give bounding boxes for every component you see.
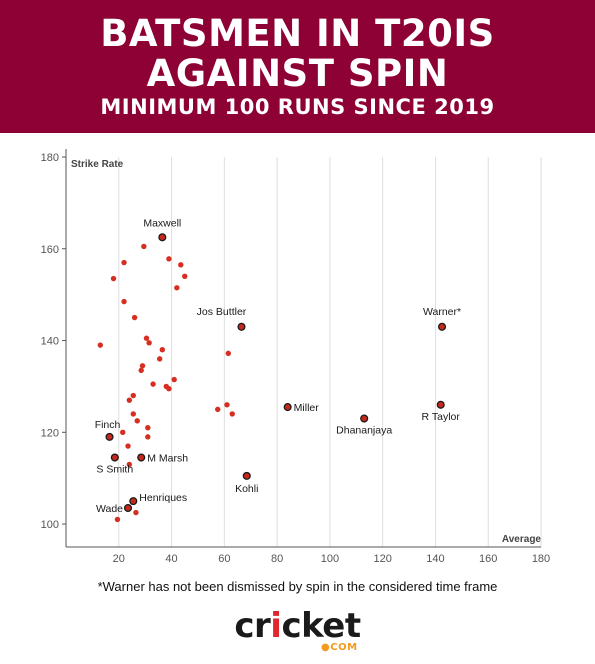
data-point-r-taylor xyxy=(436,400,445,409)
data-point-45 xyxy=(133,509,139,516)
axes xyxy=(62,149,541,548)
point-label-dhananjaya: Dhananjaya xyxy=(336,425,392,437)
point-label-jos-buttler: Jos Buttler xyxy=(197,306,247,318)
data-point-40 xyxy=(145,425,151,431)
data-point-21 xyxy=(143,335,150,341)
scatter-chart: 20 40 60 80 100 120 140 160 180 100 120 140 160 180 M… xyxy=(41,149,551,565)
point-label-wade: Wade xyxy=(96,503,123,515)
data-point-19 xyxy=(121,298,127,305)
logo-text-post: cket xyxy=(281,606,361,646)
data-point-15 xyxy=(178,262,184,268)
data-point-35 xyxy=(224,402,230,408)
data-point-jos-buttler xyxy=(237,322,246,331)
point-label-miller: Miller xyxy=(294,402,320,414)
data-point-14 xyxy=(166,256,172,262)
point-label-m-marsh: M Marsh xyxy=(147,453,188,465)
data-point-13 xyxy=(121,259,127,266)
y-tick-label-180: 180 xyxy=(41,152,59,164)
logo-suffix-text: COM xyxy=(330,642,358,653)
data-point-27 xyxy=(139,363,146,369)
grid-lines xyxy=(118,157,542,547)
data-point-32 xyxy=(166,386,172,392)
data-point-henriques xyxy=(129,497,138,506)
x-tick-label-60: 60 xyxy=(218,553,230,565)
point-label-maxwell: Maxwell xyxy=(143,217,181,229)
x-tick-label-120: 120 xyxy=(373,553,391,565)
logo-wordmark: cricket xyxy=(0,608,595,644)
data-point-finch xyxy=(105,432,114,441)
data-point-m-marsh xyxy=(137,453,146,462)
point-label-finch: Finch xyxy=(95,419,121,431)
point-label-s-smith: S Smith xyxy=(96,464,133,476)
point-label-henriques: Henriques xyxy=(139,492,187,504)
data-point-28 xyxy=(138,367,144,374)
x-tick-label-80: 80 xyxy=(271,553,283,565)
x-tick-label-40: 40 xyxy=(165,553,177,565)
data-point-22 xyxy=(146,340,152,346)
x-axis-label: Average xyxy=(502,534,542,545)
x-tick-label-160: 160 xyxy=(479,553,497,565)
data-point-kohli xyxy=(242,471,251,480)
logo-text-pre: cr xyxy=(234,606,271,646)
data-point-warner- xyxy=(437,322,447,331)
x-tick-label-100: 100 xyxy=(321,553,339,565)
y-tick-label-160: 160 xyxy=(41,244,59,256)
tick-labels: 20 40 60 80 100 120 140 160 180 100 120 140 160 180 xyxy=(41,152,551,565)
data-point-wade xyxy=(123,503,133,513)
data-point-s-smith xyxy=(110,453,119,462)
data-point-miller xyxy=(283,403,292,412)
y-tick-label-140: 140 xyxy=(41,336,59,348)
data-point-43 xyxy=(125,443,131,449)
data-point-46 xyxy=(114,516,121,523)
data-point-25 xyxy=(225,350,231,357)
data-point-26 xyxy=(156,356,163,362)
data-point-38 xyxy=(130,411,136,417)
x-tick-label-20: 20 xyxy=(113,553,125,565)
point-labels: Maxwell Jos Buttler Warner* Miller Dhananjay… xyxy=(95,217,461,515)
data-point-18 xyxy=(174,285,180,291)
y-axis-label: Strike Rate xyxy=(71,159,124,170)
data-point-maxwell xyxy=(158,233,167,242)
data-point-44 xyxy=(126,461,133,468)
data-point-39 xyxy=(134,418,140,424)
y-tick-label-100: 100 xyxy=(41,519,59,531)
x-tick-label-180: 180 xyxy=(532,553,550,565)
data-point-29 xyxy=(171,376,177,383)
footnote: *Warner has not been dismissed by spin i… xyxy=(97,579,498,594)
data-point-34 xyxy=(126,397,133,403)
data-point-33 xyxy=(130,392,136,399)
y-tick-label-120: 120 xyxy=(41,427,59,439)
data-point-23 xyxy=(97,342,104,348)
data-point-36 xyxy=(215,406,221,413)
title-banner: BATSMEN IN T20IS AGAINST SPIN MINIMUM 10… xyxy=(0,0,595,133)
data-point-30 xyxy=(150,381,156,387)
chart-title-line-2: AGAINST SPIN xyxy=(146,52,449,95)
data-point-42 xyxy=(145,434,151,440)
data-point-24 xyxy=(159,347,166,353)
data-points xyxy=(97,233,447,523)
data-point-37 xyxy=(229,411,235,417)
data-point-dhananjaya xyxy=(360,414,369,423)
x-tick-label-140: 140 xyxy=(426,553,444,565)
data-point-20 xyxy=(131,314,138,321)
data-point-41 xyxy=(120,429,126,435)
data-point-16 xyxy=(182,273,188,279)
point-label-r-taylor: R Taylor xyxy=(422,411,461,423)
logo-text-accent: i xyxy=(270,606,282,646)
point-label-kohli: Kohli xyxy=(235,483,258,495)
chart-subtitle: MINIMUM 100 RUNS SINCE 2019 xyxy=(100,95,495,119)
cricket-com-logo: cricket ●COM xyxy=(0,608,595,653)
chart-title-line-1: BATSMEN IN T20IS xyxy=(100,12,495,55)
point-label-warner-: Warner* xyxy=(423,306,461,318)
data-point-17 xyxy=(110,275,117,282)
data-point-12 xyxy=(141,243,147,250)
logo-suffix: ●COM xyxy=(321,642,358,653)
